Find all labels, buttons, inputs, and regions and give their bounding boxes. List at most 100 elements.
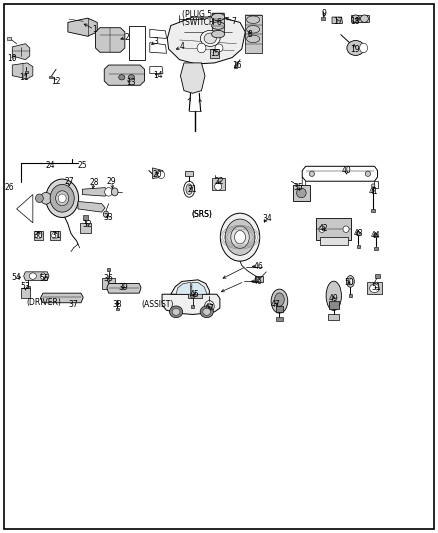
Ellipse shape	[215, 183, 222, 190]
Polygon shape	[171, 280, 209, 294]
Ellipse shape	[35, 232, 42, 239]
Polygon shape	[78, 201, 105, 212]
Ellipse shape	[58, 194, 66, 203]
Text: 11: 11	[19, 73, 29, 82]
Ellipse shape	[235, 230, 245, 244]
Text: 32: 32	[83, 221, 92, 229]
Ellipse shape	[247, 16, 260, 23]
Polygon shape	[167, 17, 245, 64]
Text: 47: 47	[205, 304, 214, 312]
Text: 22: 22	[214, 177, 224, 185]
Text: (PLUG 5: (PLUG 5	[182, 11, 212, 19]
Text: 37: 37	[69, 301, 78, 309]
FancyBboxPatch shape	[255, 276, 263, 282]
Ellipse shape	[200, 30, 220, 46]
Text: 26: 26	[5, 183, 14, 192]
Ellipse shape	[203, 308, 211, 315]
Text: 29: 29	[107, 177, 117, 185]
Text: 35: 35	[293, 183, 303, 192]
Polygon shape	[332, 17, 343, 23]
Text: (SWITCH 6: (SWITCH 6	[182, 18, 222, 27]
Polygon shape	[24, 272, 49, 280]
Ellipse shape	[297, 188, 306, 198]
Ellipse shape	[360, 43, 367, 53]
Ellipse shape	[186, 184, 193, 195]
Ellipse shape	[374, 233, 378, 238]
Text: 49: 49	[329, 294, 339, 303]
Text: 18: 18	[350, 17, 360, 26]
FancyBboxPatch shape	[50, 231, 60, 240]
FancyBboxPatch shape	[185, 171, 193, 176]
Polygon shape	[374, 181, 378, 188]
Text: 54: 54	[12, 273, 21, 281]
FancyBboxPatch shape	[80, 223, 91, 233]
FancyBboxPatch shape	[107, 268, 110, 271]
Ellipse shape	[119, 75, 125, 80]
Text: 28: 28	[89, 178, 99, 187]
Polygon shape	[245, 15, 262, 53]
FancyBboxPatch shape	[188, 286, 202, 298]
Ellipse shape	[370, 284, 379, 293]
Text: (SRS): (SRS)	[191, 210, 212, 219]
Ellipse shape	[247, 35, 260, 43]
FancyBboxPatch shape	[357, 245, 360, 248]
FancyBboxPatch shape	[316, 218, 351, 240]
FancyBboxPatch shape	[116, 308, 119, 310]
Ellipse shape	[360, 15, 368, 22]
Text: (ASSIST): (ASSIST)	[141, 301, 174, 309]
Text: 7: 7	[231, 17, 236, 26]
Ellipse shape	[52, 232, 58, 239]
Ellipse shape	[309, 171, 314, 176]
Text: 45: 45	[190, 290, 200, 298]
FancyBboxPatch shape	[371, 209, 375, 212]
Text: 31: 31	[51, 231, 61, 240]
Ellipse shape	[40, 273, 46, 279]
FancyBboxPatch shape	[27, 287, 30, 289]
Ellipse shape	[197, 43, 206, 53]
Ellipse shape	[347, 41, 364, 55]
Text: 44: 44	[371, 231, 381, 240]
Text: 4: 4	[179, 43, 184, 51]
Ellipse shape	[343, 226, 349, 232]
Text: 30: 30	[34, 231, 43, 240]
Text: 53: 53	[21, 282, 30, 291]
FancyBboxPatch shape	[21, 288, 30, 298]
Text: 24: 24	[46, 161, 55, 169]
FancyBboxPatch shape	[293, 185, 310, 201]
Ellipse shape	[212, 30, 225, 38]
Polygon shape	[40, 293, 83, 303]
Text: 33: 33	[104, 213, 113, 222]
FancyBboxPatch shape	[375, 274, 380, 278]
Text: (DRIVER): (DRIVER)	[26, 298, 61, 307]
Ellipse shape	[35, 194, 43, 203]
Polygon shape	[180, 63, 205, 93]
FancyBboxPatch shape	[349, 294, 352, 297]
Ellipse shape	[371, 184, 375, 187]
Polygon shape	[95, 28, 125, 52]
Ellipse shape	[158, 171, 165, 179]
Text: 12: 12	[51, 77, 61, 85]
FancyBboxPatch shape	[210, 49, 219, 58]
FancyBboxPatch shape	[329, 301, 339, 309]
Ellipse shape	[200, 306, 213, 318]
Ellipse shape	[348, 278, 353, 285]
Ellipse shape	[191, 293, 195, 298]
Ellipse shape	[319, 226, 325, 232]
Polygon shape	[192, 282, 207, 294]
Polygon shape	[302, 177, 306, 188]
Ellipse shape	[356, 231, 360, 236]
FancyBboxPatch shape	[102, 278, 115, 289]
Polygon shape	[162, 294, 220, 314]
Ellipse shape	[105, 188, 113, 196]
Ellipse shape	[212, 13, 225, 21]
Text: 55: 55	[40, 274, 49, 282]
Polygon shape	[107, 284, 141, 293]
Ellipse shape	[50, 184, 74, 212]
FancyBboxPatch shape	[276, 317, 283, 321]
FancyBboxPatch shape	[25, 71, 28, 73]
FancyBboxPatch shape	[234, 65, 237, 68]
Text: 46: 46	[254, 262, 263, 271]
FancyBboxPatch shape	[49, 76, 52, 78]
Text: 16: 16	[232, 61, 241, 69]
FancyBboxPatch shape	[321, 17, 325, 20]
